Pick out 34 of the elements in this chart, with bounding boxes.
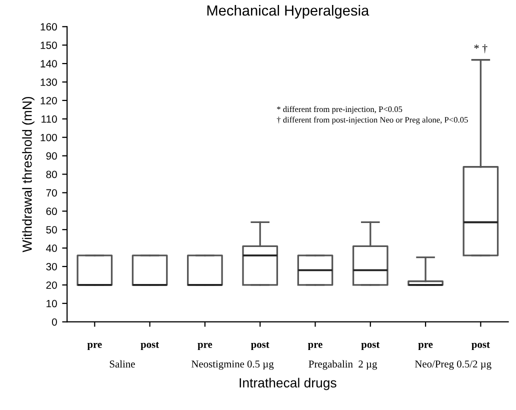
annotation: * † <box>474 44 488 54</box>
y-tick-label: 110 <box>42 115 57 123</box>
x-tick-label: post <box>472 342 490 350</box>
text: Neo/Preg 0.5/2 µg <box>414 360 492 370</box>
y-axis-title: Withdrawal threshold (mN) <box>22 96 34 252</box>
y-tick-label: 70 <box>46 189 57 197</box>
y-tick-label: 90 <box>46 152 57 160</box>
x-tick-label: pre <box>308 342 322 350</box>
text: Pregabalin 2 µg <box>308 360 378 370</box>
x-tick-label: pre <box>198 342 212 350</box>
y-tick-label: 0 <box>52 318 57 326</box>
y-tick-label: 30 <box>46 263 57 270</box>
y-tick-label: 50 <box>46 226 57 234</box>
y-tick-label: 130 <box>40 78 57 86</box>
x-tick-label: pre <box>418 342 433 350</box>
x-tick-label: post <box>140 342 160 350</box>
text: Saline <box>110 360 135 368</box>
y-tick-label: 100 <box>40 134 57 142</box>
y-tick-label: 140 <box>40 60 57 68</box>
y-tick-label: 40 <box>46 244 57 252</box>
x-tick-label: post <box>361 342 380 350</box>
x-axis-title: Intrathecal drugs <box>240 378 336 390</box>
x-tick-label: pre <box>87 342 102 350</box>
y-tick-label: 60 <box>46 208 57 216</box>
y-tick-label: 160 <box>40 23 57 31</box>
y-tick-label: 80 <box>46 170 57 178</box>
y-tick-label: 10 <box>46 300 57 308</box>
chart-title: Mechanical Hyperalgesia <box>207 4 370 19</box>
y-tick-label: 20 <box>46 281 57 289</box>
y-tick-label: 120 <box>40 96 57 104</box>
x-tick-label: post <box>250 342 270 350</box>
y-tick-label: 150 <box>40 42 57 49</box>
annotation: * different from pre-injection, P<0.05 † different from post-injection Neo or Preg alone, P<0.05 <box>276 106 468 124</box>
text: Neostigmine 0.5 µg <box>191 360 274 370</box>
